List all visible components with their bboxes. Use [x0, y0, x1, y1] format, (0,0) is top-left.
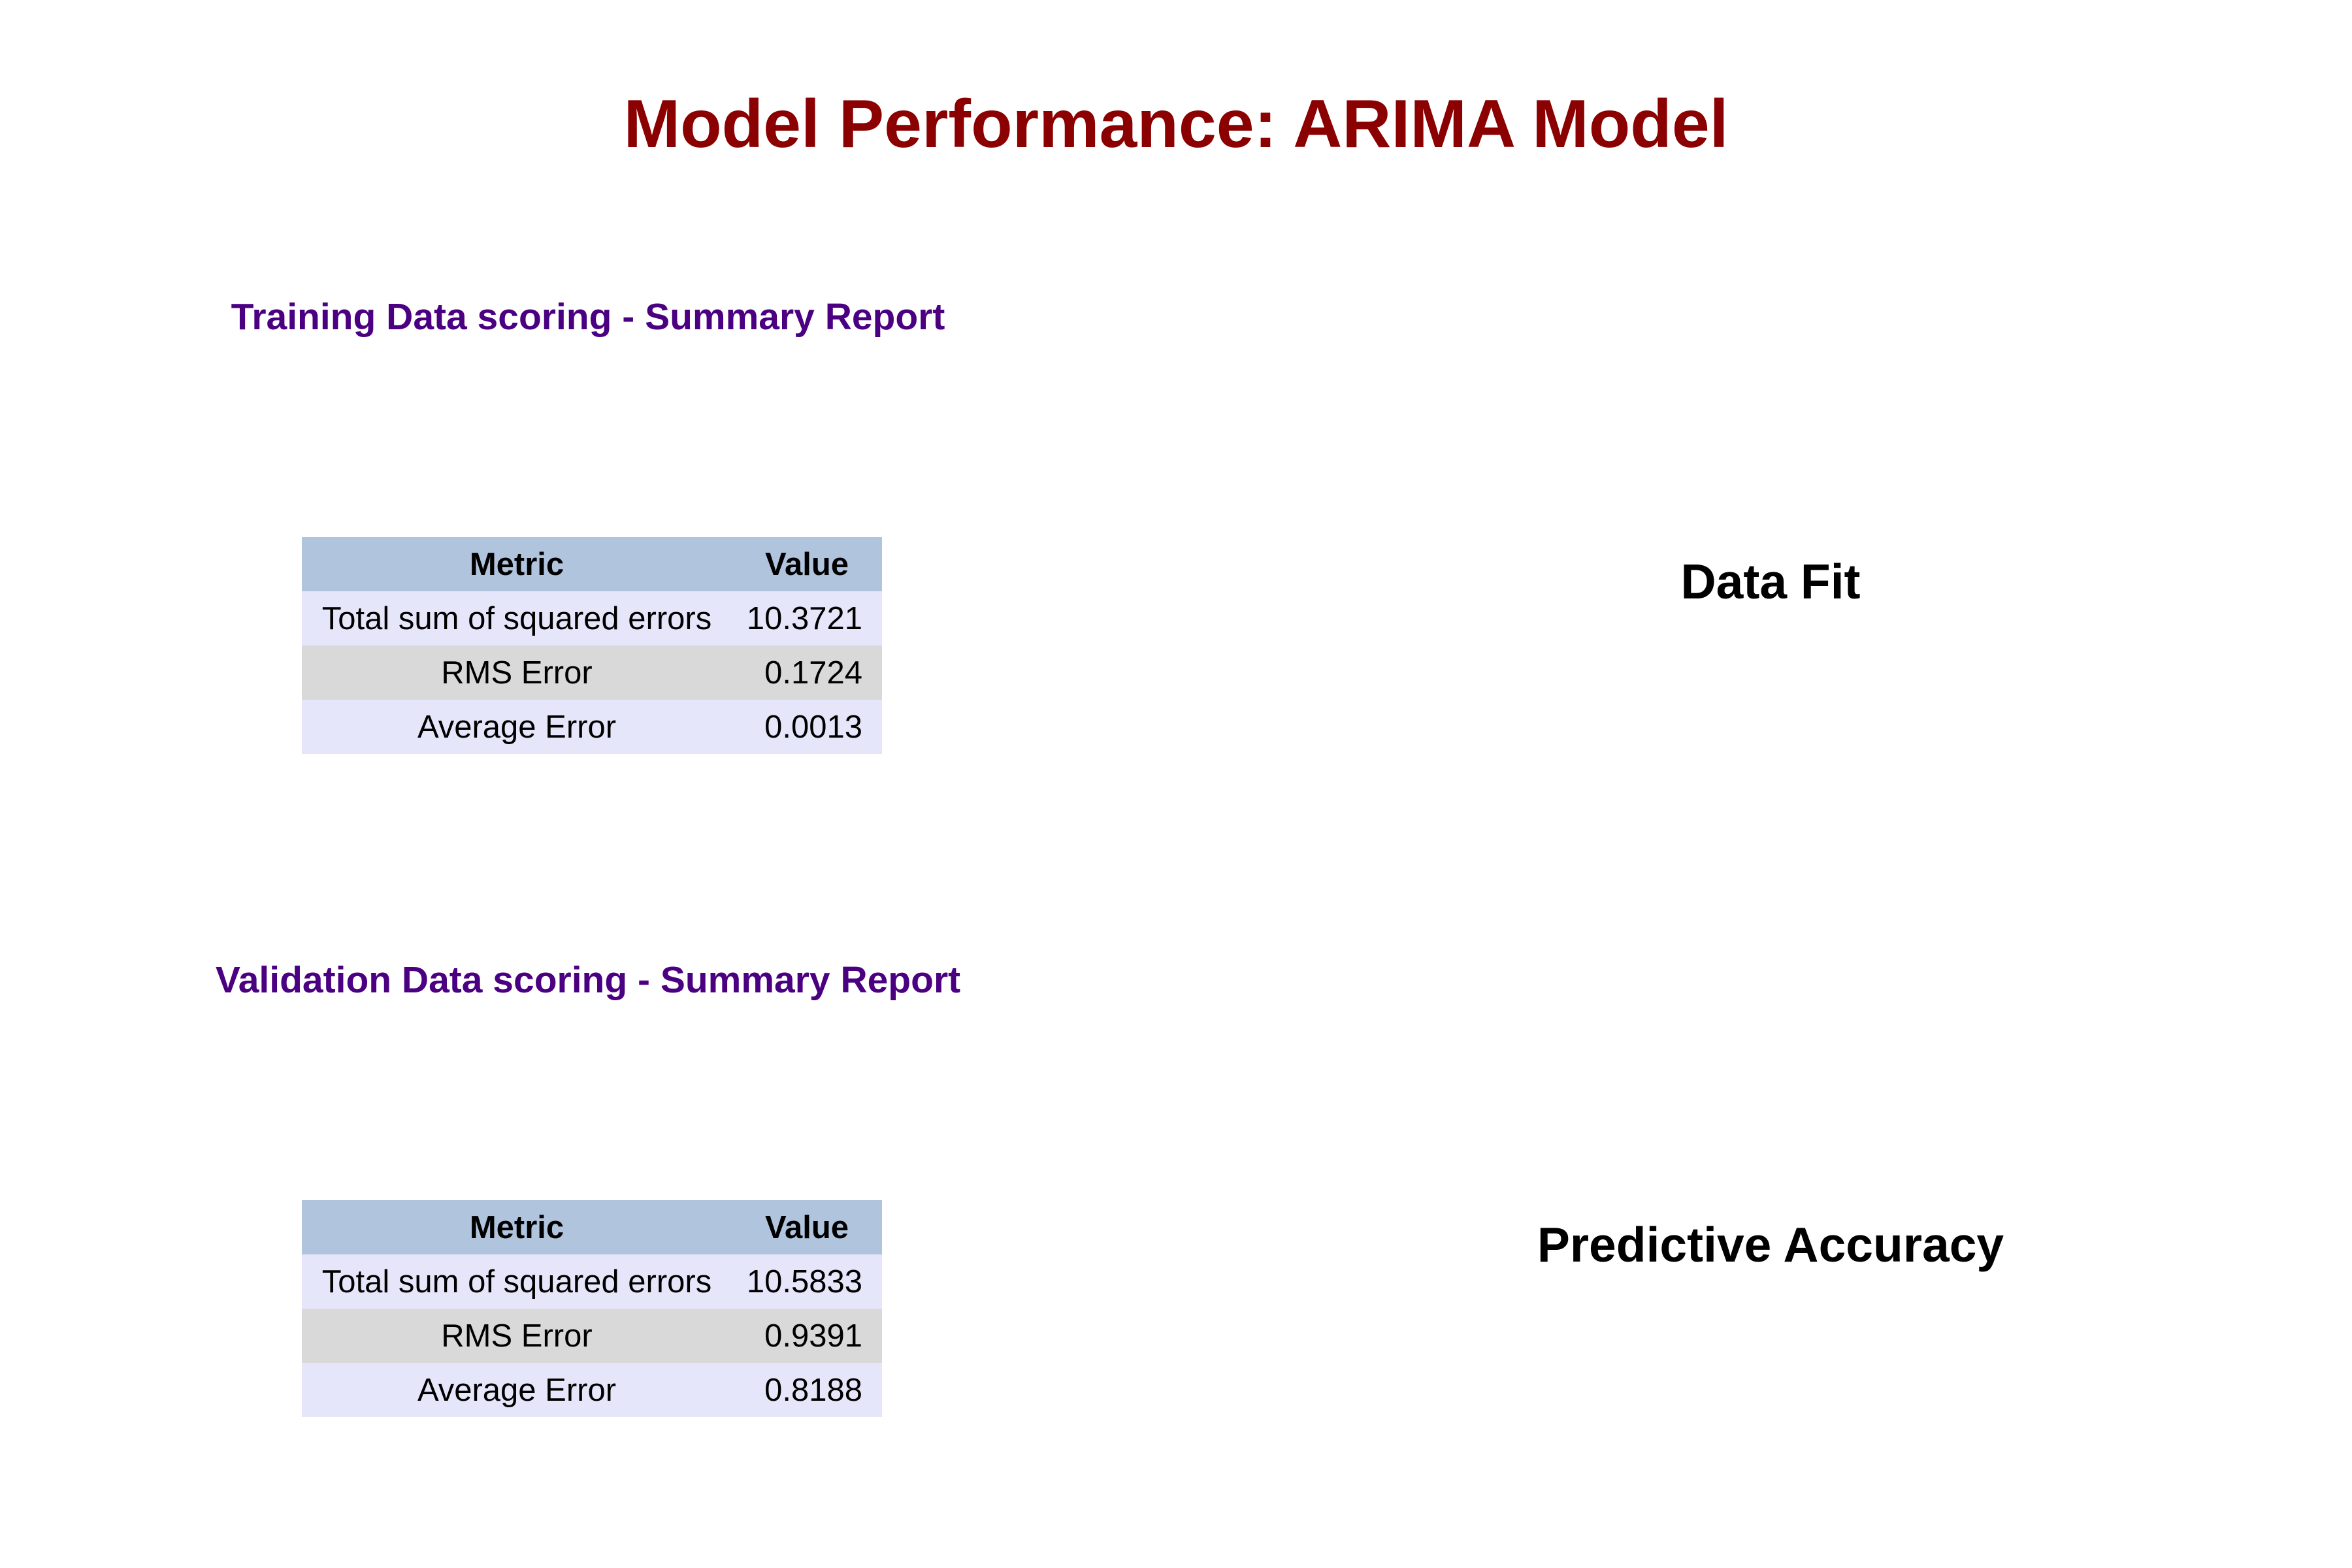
validation-section-title: Validation Data scoring - Summary Report — [196, 957, 980, 1003]
table-row: Total sum of squared errors 10.5833 — [302, 1254, 882, 1309]
metric-cell: Total sum of squared errors — [302, 1254, 732, 1309]
predictive-accuracy-label: Predictive Accuracy — [1447, 1215, 2094, 1274]
value-cell: 10.5833 — [732, 1254, 882, 1309]
table-row: Average Error 0.8188 — [302, 1363, 882, 1417]
table-header-row: Metric Value — [302, 1200, 882, 1254]
value-cell: 0.8188 — [732, 1363, 882, 1417]
table-row: RMS Error 0.9391 — [302, 1309, 882, 1363]
value-cell: 0.9391 — [732, 1309, 882, 1363]
metric-cell: Average Error — [302, 1363, 732, 1417]
table-row: Total sum of squared errors 10.3721 — [302, 591, 882, 645]
table-row: Average Error 0.0013 — [302, 700, 882, 754]
column-header-value: Value — [732, 1200, 882, 1254]
metric-cell: RMS Error — [302, 1309, 732, 1363]
page-title: Model Performance: ARIMA Model — [0, 82, 2352, 167]
training-summary-table: Metric Value Total sum of squared errors… — [302, 537, 882, 754]
table-header-row: Metric Value — [302, 537, 882, 591]
metric-cell: Average Error — [302, 700, 732, 754]
column-header-value: Value — [732, 537, 882, 591]
column-header-metric: Metric — [302, 537, 732, 591]
validation-summary-table: Metric Value Total sum of squared errors… — [302, 1200, 882, 1417]
data-fit-label: Data Fit — [1447, 552, 2094, 611]
column-header-metric: Metric — [302, 1200, 732, 1254]
value-cell: 0.1724 — [732, 645, 882, 700]
metric-cell: RMS Error — [302, 645, 732, 700]
training-section-title: Training Data scoring - Summary Report — [196, 294, 980, 340]
value-cell: 10.3721 — [732, 591, 882, 645]
table-row: RMS Error 0.1724 — [302, 645, 882, 700]
metric-cell: Total sum of squared errors — [302, 591, 732, 645]
value-cell: 0.0013 — [732, 700, 882, 754]
